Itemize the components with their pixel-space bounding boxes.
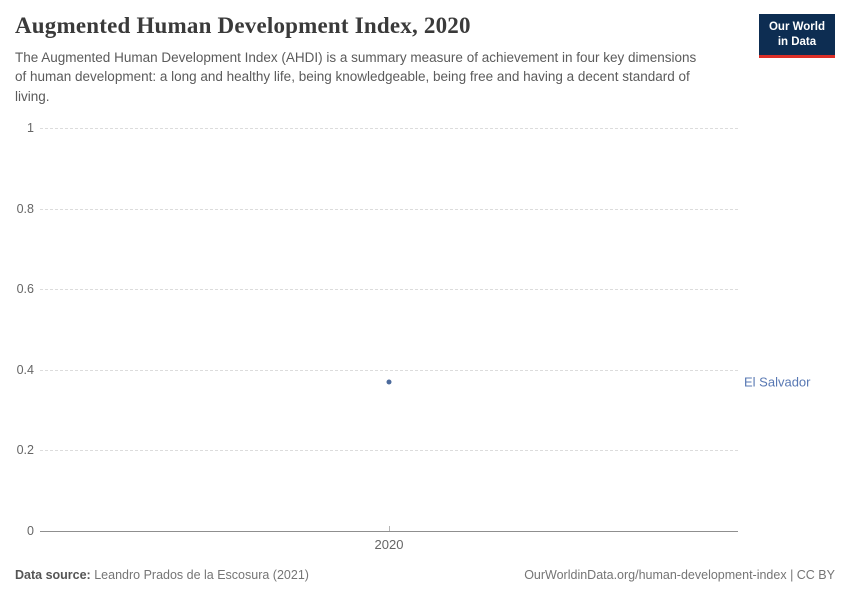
y-tick-label: 0 <box>27 524 34 538</box>
plot-area: 2020 El Salvador <box>40 128 810 552</box>
y-tick-label: 0.4 <box>16 362 34 377</box>
y-tick-label: 0.2 <box>16 443 34 458</box>
y-tick-label: 0.8 <box>16 201 34 216</box>
gridline <box>40 289 738 291</box>
y-axis: 0 0.2 0.4 0.6 0.8 1 <box>0 121 34 538</box>
x-tick-label: 2020 <box>374 537 404 552</box>
owid-logo[interactable]: Our World in Data <box>758 14 835 58</box>
data-point-el-salvador[interactable] <box>386 379 392 385</box>
data-source-label: Data source: <box>15 568 91 582</box>
owid-logo-line1: Our World <box>768 21 825 33</box>
data-source-line: Data source: Leandro Prados de la Escosu… <box>15 568 309 582</box>
gridline <box>40 208 738 210</box>
chart-footer: Data source: Leandro Prados de la Escosu… <box>15 568 835 582</box>
gridline <box>40 369 738 371</box>
y-tick-label: 0.6 <box>16 282 34 297</box>
chart-title: Augmented Human Development Index, 2020 <box>15 13 471 38</box>
chart-subtitle: The Augmented Human Development Index (A… <box>15 49 697 104</box>
gridline <box>40 450 738 452</box>
chart-header: Augmented Human Development Index, 2020 … <box>15 12 835 106</box>
x-tick-mark <box>389 526 390 531</box>
y-tick-label: 1 <box>27 121 34 135</box>
gridline <box>40 128 738 129</box>
owid-logo-line2: in Data <box>777 35 817 48</box>
citation-link[interactable]: OurWorldinData.org/human-development-ind… <box>524 568 835 582</box>
data-source-value: Leandro Prados de la Escosura (2021) <box>94 568 309 582</box>
entity-label-el-salvador[interactable]: El Salvador <box>744 374 811 390</box>
